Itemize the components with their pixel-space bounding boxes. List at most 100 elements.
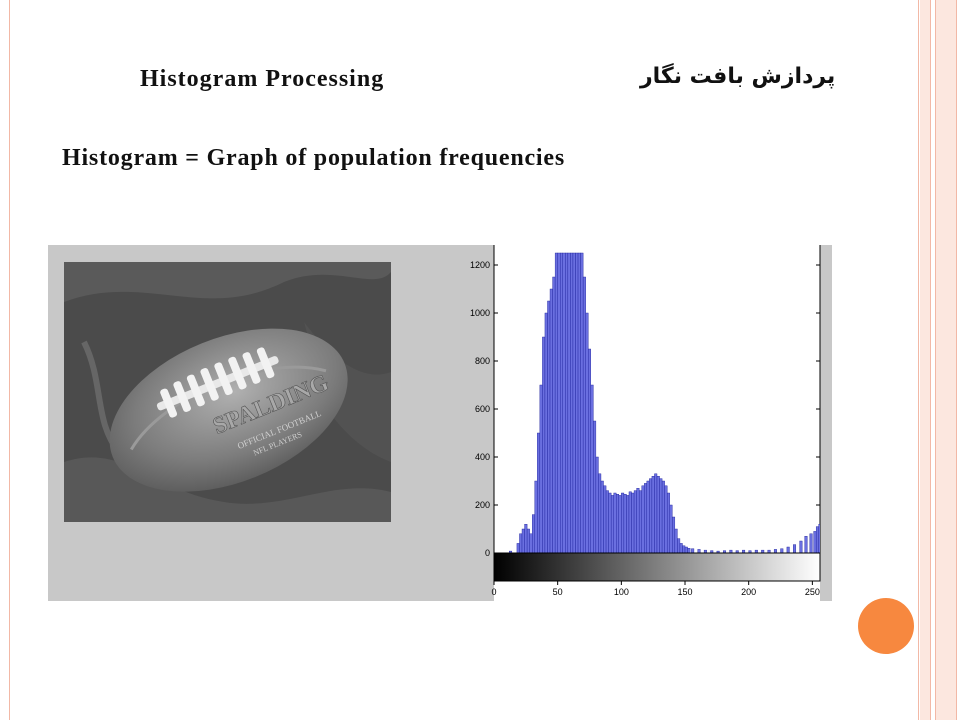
right-decor-gap [931,0,936,720]
histogram-bar-13 [547,300,551,554]
histogram-bar-66 [682,545,686,554]
slide-frame [9,0,919,720]
histogram-bar-21 [567,252,571,554]
histogram-bar-62 [672,516,676,554]
histogram-y-ticks: 0 200 400 600 800 1000 1200 [470,260,820,558]
histogram-bar-50 [641,485,645,554]
histogram-bar-83 [780,548,784,554]
histogram-bar-38 [610,495,614,554]
x-tick-label: 200 [741,587,756,597]
histogram-bar-23 [572,252,576,554]
intensity-colorbar [493,552,821,582]
slide-title-persian: پردازش بافت نگار [640,64,836,89]
histogram-bar-22 [570,252,574,554]
right-decor-bar-wide [936,0,957,720]
histogram-bar-26 [580,252,584,554]
histogram-bar-18 [560,252,563,554]
histogram-bar-11 [542,336,546,554]
histogram-bar-25 [577,252,581,554]
histogram-bar-19 [562,252,566,554]
histogram-bar-28 [585,312,589,554]
figure-panel: SPALDING OFFICIAL FOOTBALL NFL PLAYERS 0… [48,245,832,601]
histogram-bar-55 [654,473,658,554]
histogram-bar-84 [786,546,790,554]
histogram-bar-65 [679,543,683,554]
histogram-bar-16 [554,252,558,554]
histogram-bar-85 [793,544,797,554]
x-tick-label: 50 [553,587,563,597]
y-tick-label: 600 [475,404,490,414]
histogram-bar-58 [661,480,665,554]
histogram-bar-87 [804,536,808,554]
histogram-bar-33 [598,473,602,554]
histogram-bar-29 [588,348,591,554]
histogram-bar-64 [677,538,681,554]
histogram-bar-47 [633,490,637,554]
histogram-bar-24 [575,252,579,554]
histogram-bar-42 [621,492,625,554]
histogram-bar-9 [537,432,541,554]
y-tick-label: 1200 [470,260,490,270]
histogram-bar-6 [529,533,533,554]
histogram-bar-15 [552,276,556,554]
histogram-bar-3 [521,528,525,554]
histogram-bar-57 [659,478,663,554]
x-tick-label: 150 [678,587,693,597]
histogram-bar-4 [524,524,528,554]
histogram-bar-2 [519,533,523,554]
histogram-bar-54 [651,475,655,554]
x-tick-label: 0 [491,587,496,597]
slide-title-english: Histogram Processing [140,66,385,92]
histogram-bar-20 [565,252,569,554]
right-decor-bar [920,0,931,720]
x-tick-label: 250 [805,587,820,597]
histogram-bar-46 [631,492,635,554]
histogram-bar-27 [582,276,586,554]
histogram-chart: 0 200 400 600 800 1000 1200 0 50 100 150 200 250 [470,245,821,601]
histogram-bar-82 [773,549,777,554]
histogram-bar-8 [534,480,538,554]
histogram-bar-5 [526,528,530,554]
histogram-bar-48 [636,487,640,554]
histogram-bar-60 [666,492,670,554]
histogram-bar-63 [674,528,678,554]
histogram-bar-41 [618,495,622,554]
histogram-bar-86 [799,540,803,554]
histogram-bar-89 [813,531,817,554]
histogram-bar-51 [644,483,648,554]
slide-subtitle: Histogram = Graph of population frequenc… [62,145,565,171]
histogram-bar-10 [539,384,543,554]
histogram-bar-59 [664,485,668,554]
histogram-bar-14 [549,288,553,554]
histogram-bar-45 [628,491,632,554]
histogram-bar-53 [649,478,653,554]
histogram-bar-68 [687,548,691,554]
football-image: SPALDING OFFICIAL FOOTBALL NFL PLAYERS [64,262,391,522]
orange-circle-decoration [858,598,914,654]
y-tick-label: 800 [475,356,490,366]
histogram-bar-40 [616,493,619,554]
histogram-bar-17 [557,252,561,554]
histogram-bar-88 [809,533,813,554]
histogram-bar-43 [623,493,627,554]
histogram-bars [509,252,820,554]
football-photo: SPALDING OFFICIAL FOOTBALL NFL PLAYERS [64,262,391,522]
histogram-bar-67 [684,546,688,554]
histogram-bar-52 [646,480,650,554]
histogram-bar-36 [605,490,609,554]
right-decor-edge [957,0,960,720]
histogram-bar-39 [613,492,617,554]
y-tick-label: 0 [485,548,490,558]
histogram-bar-49 [638,490,642,554]
histogram-bar-44 [626,495,630,554]
histogram-bar-90 [815,526,819,554]
histogram-bar-91 [818,524,820,554]
histogram-bar-12 [544,312,548,554]
histogram-bar-1 [516,543,520,554]
histogram-bar-34 [600,480,604,554]
histogram-bar-70 [697,549,701,554]
histogram-bar-37 [608,492,612,554]
x-tick-label: 100 [614,587,629,597]
histogram-bar-31 [593,420,597,554]
histogram-bar-56 [656,475,660,554]
